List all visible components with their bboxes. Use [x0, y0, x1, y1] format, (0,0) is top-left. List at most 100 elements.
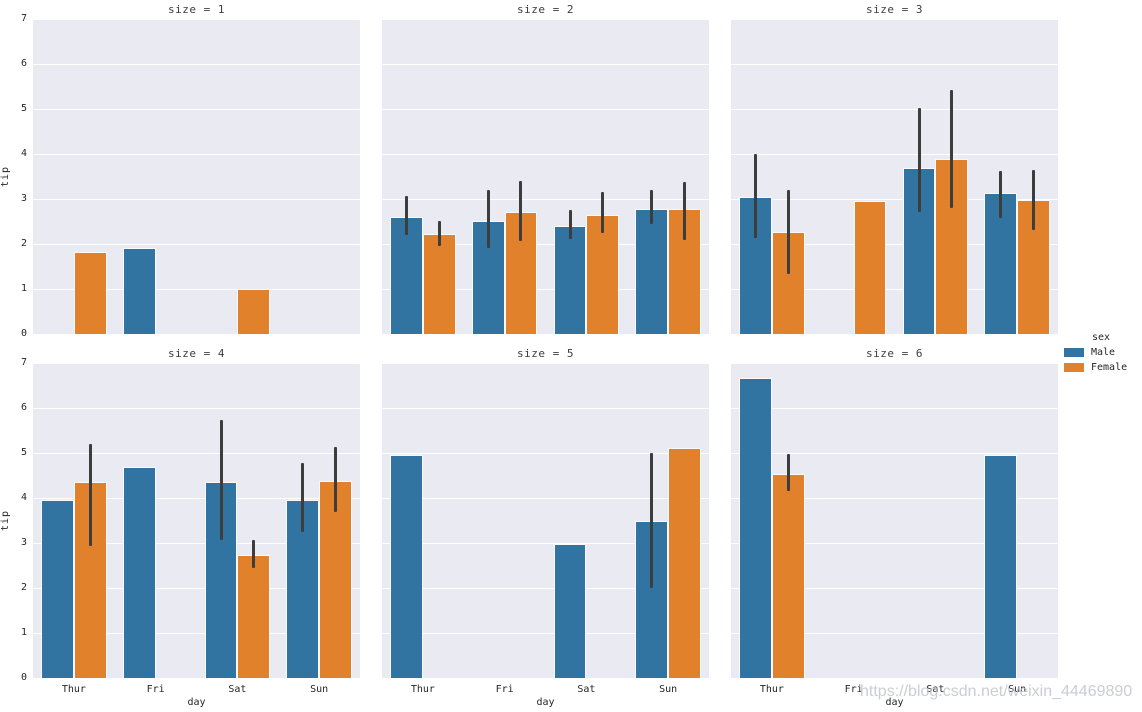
gridline-y-7 — [33, 362, 360, 364]
bar-male-thur — [390, 454, 423, 678]
gridline-y-4 — [731, 497, 1058, 499]
bar-female-sun — [668, 448, 701, 678]
legend: sex Male Female — [1064, 332, 1127, 377]
gridline-y-1 — [33, 288, 360, 290]
gridline-y-7 — [33, 18, 360, 20]
gridline-y-1 — [731, 288, 1058, 290]
xtick-label-thur: Thur — [410, 684, 435, 695]
ytick-label-7: 7 — [20, 357, 27, 368]
errorbar-female-thur — [437, 220, 441, 247]
ytick-label-0: 0 — [20, 672, 27, 683]
gridline-y-3 — [731, 542, 1058, 544]
gridline-y-2 — [382, 243, 709, 245]
plot-area — [33, 18, 360, 334]
plot-area — [33, 362, 360, 678]
gridline-y-6 — [731, 63, 1058, 65]
errorbar-male-sun — [650, 452, 654, 588]
errorbar-female-sun — [682, 182, 686, 241]
legend-label-male: Male — [1091, 347, 1116, 358]
errorbar-female-sat — [252, 539, 256, 569]
gridline-y-6 — [382, 407, 709, 409]
ytick-label-2: 2 — [20, 238, 27, 249]
xtick-label-thur: Thur — [759, 684, 784, 695]
bar-male-thur — [739, 378, 772, 678]
gridline-y-1 — [382, 632, 709, 634]
xtick-label-thur: Thur — [61, 684, 86, 695]
bar-female-sun — [319, 481, 352, 678]
errorbar-male-sat — [219, 420, 223, 540]
gridline-y-5 — [33, 452, 360, 454]
bar-female-thur — [422, 234, 456, 334]
errorbar-male-sat — [917, 107, 921, 212]
legend-label-female: Female — [1091, 362, 1128, 373]
gridline-y-7 — [731, 18, 1058, 20]
facet-size-5: size = 5 day Thur Fri Sat Sun — [382, 347, 709, 708]
facet-title: size = 2 — [517, 3, 574, 16]
facet-size-3: size = 3 — [731, 3, 1058, 334]
bar-male-thur — [41, 499, 74, 678]
ytick-label-3: 3 — [20, 537, 27, 548]
ytick-label-5: 5 — [20, 447, 27, 458]
facet-size-2: size = 2 — [382, 3, 709, 334]
gridline-y-2 — [731, 243, 1058, 245]
errorbar-male-sun — [999, 170, 1003, 219]
errorbar-female-fri — [519, 181, 523, 241]
ytick-label-6: 6 — [20, 402, 27, 413]
xtick-label-sun: Sun — [1008, 684, 1027, 695]
gridline-y-4 — [382, 153, 709, 155]
facet-title: size = 4 — [168, 347, 225, 360]
bar-female-thur — [771, 232, 805, 334]
bar-male-fri — [122, 247, 156, 334]
bar-female-sat — [237, 289, 271, 334]
gridline-y-3 — [382, 198, 709, 200]
facet-size-4: size = 4 tip day 0 1 2 3 4 5 6 7 Thur Fri Sat Sun — [1, 347, 360, 708]
female-color-swatch — [1064, 363, 1084, 372]
errorbar-female-thur — [88, 444, 92, 546]
xtick-label-sun: Sun — [659, 684, 678, 695]
ytick-label-4: 4 — [20, 492, 27, 503]
ytick-label-3: 3 — [20, 193, 27, 204]
plot-area — [382, 18, 709, 334]
legend-item-female: Female — [1064, 362, 1127, 373]
gridline-y-1 — [382, 288, 709, 290]
male-color-swatch — [1064, 348, 1084, 357]
facet-title: size = 1 — [168, 3, 225, 16]
gridline-y-3 — [382, 542, 709, 544]
legend-title: sex — [1092, 332, 1111, 343]
ytick-label-2: 2 — [20, 582, 27, 593]
plot-area — [382, 362, 709, 678]
ytick-label-1: 1 — [20, 627, 27, 638]
errorbar-male-sun — [301, 462, 305, 533]
errorbar-female-sat — [950, 90, 954, 209]
gridline-y-1 — [33, 632, 360, 634]
gridline-y-2 — [33, 243, 360, 245]
xtick-label-sat: Sat — [926, 684, 945, 695]
gridline-y-4 — [382, 497, 709, 499]
bar-female-sat — [586, 214, 620, 334]
x-axis-label: day — [187, 697, 206, 708]
gridline-y-7 — [731, 362, 1058, 364]
errorbar-female-sun — [333, 447, 337, 513]
gridline-y-6 — [382, 63, 709, 65]
bar-male-thur — [390, 216, 423, 334]
x-axis-label: day — [536, 697, 555, 708]
xtick-label-sat: Sat — [228, 684, 247, 695]
bar-male-sat — [553, 543, 587, 678]
gridline-y-5 — [731, 108, 1058, 110]
xtick-label-sat: Sat — [577, 684, 596, 695]
gridline-y-3 — [33, 542, 360, 544]
ytick-label-1: 1 — [20, 283, 27, 294]
gridline-y-4 — [731, 153, 1058, 155]
gridline-y-6 — [731, 407, 1058, 409]
gridline-y-3 — [731, 198, 1058, 200]
gridline-y-7 — [382, 18, 709, 20]
gridline-y-6 — [33, 63, 360, 65]
errorbar-male-thur — [405, 195, 409, 235]
errorbar-female-sun — [1031, 169, 1035, 231]
bar-male-sun — [984, 455, 1018, 678]
plot-area — [731, 362, 1058, 678]
bar-female-thur — [771, 473, 805, 678]
legend-item-male: Male — [1064, 347, 1127, 358]
xtick-label-sun: Sun — [310, 684, 329, 695]
